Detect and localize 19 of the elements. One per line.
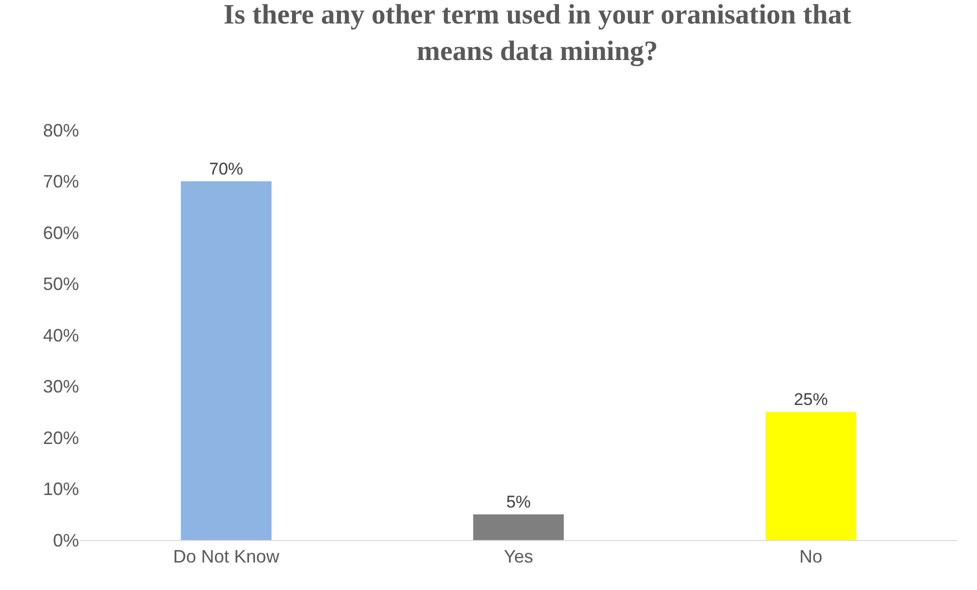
y-tick-label: 10%: [42, 479, 79, 500]
y-tick-label: 80%: [42, 120, 79, 140]
y-tick-label: 70%: [42, 172, 79, 192]
bar: [473, 514, 564, 540]
y-tick-label: 60%: [42, 222, 79, 243]
y-tick-label: 40%: [42, 325, 79, 346]
bar: [766, 412, 856, 540]
y-tick-label: 30%: [42, 376, 79, 397]
data-label: 25%: [794, 390, 828, 409]
x-tick-label: Yes: [504, 546, 534, 567]
y-tick-label: 0%: [52, 530, 79, 550]
bar: [180, 181, 272, 540]
x-tick-label: Do Not Know: [173, 546, 280, 567]
data-label: 5%: [506, 492, 531, 512]
y-tick-label: 20%: [42, 428, 79, 448]
data-label: 70%: [209, 159, 244, 178]
y-tick-label: 50%: [42, 274, 79, 294]
chart-title: Is there any other term used in your oranisation that means data mining?: [224, 0, 852, 67]
x-tick-label: No: [799, 546, 822, 567]
